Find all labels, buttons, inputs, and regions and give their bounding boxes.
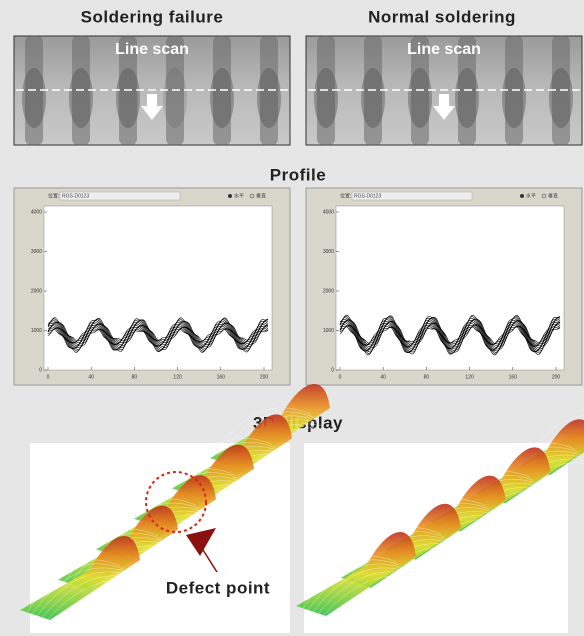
solder-blob: [22, 68, 46, 128]
x-tick-label: 40: [380, 374, 386, 380]
solder-blob: [408, 68, 432, 128]
radio: [520, 194, 524, 198]
solder-blob: [69, 68, 93, 128]
field-text: RGS-D0123: [62, 193, 89, 199]
line-scan-label: Line scan: [407, 41, 481, 58]
figure: Soldering failure Normal soldering Line …: [0, 0, 584, 636]
solder-blob: [549, 68, 573, 128]
radio-label: 水平: [234, 192, 244, 199]
radio-label: 水平: [526, 192, 536, 199]
x-tick-label: 200: [552, 374, 561, 380]
solder-blob: [210, 68, 234, 128]
right-title: Normal soldering: [368, 7, 516, 26]
x-tick-label: 80: [424, 374, 430, 380]
profile-right: 位置:RGS-D0123 水平 垂直 4000 3000 2000 1000 00 40 80 12…: [306, 188, 582, 385]
y-tick-label: 3000: [31, 249, 42, 255]
y-tick-label: 0: [39, 367, 42, 373]
solder-blob: [257, 68, 281, 128]
profile-left: 位置:RGS-D0123 水平 垂直 4000 3000 2000 1000 00 40 80 12…: [14, 188, 290, 385]
y-tick-label: 1000: [323, 328, 334, 334]
solder-blob: [361, 68, 385, 128]
profile-title: Profile: [270, 165, 326, 184]
y-tick-label: 0: [331, 367, 334, 373]
x-tick-label: 0: [47, 374, 50, 380]
x-tick-label: 120: [173, 374, 182, 380]
solder-blob: [314, 68, 338, 128]
solder-blob: [116, 68, 140, 128]
solder-blob: [163, 68, 187, 128]
position-label: 位置:: [48, 192, 59, 199]
radio-label: 垂直: [548, 192, 558, 199]
y-tick-label: 4000: [31, 209, 42, 215]
y-tick-label: 2000: [323, 288, 334, 294]
y-tick-label: 1000: [31, 328, 42, 334]
line-scan-label: Line scan: [115, 41, 189, 58]
x-tick-label: 200: [260, 374, 269, 380]
x-tick-label: 160: [217, 374, 226, 380]
x-tick-label: 120: [465, 374, 474, 380]
x-tick-label: 160: [509, 374, 518, 380]
x-tick-label: 40: [88, 374, 94, 380]
left-title: Soldering failure: [81, 7, 224, 26]
radio: [228, 194, 232, 198]
annotation: Defect point: [166, 578, 270, 597]
solder-blob: [502, 68, 526, 128]
field-text: RGS-D0123: [354, 193, 381, 199]
x-tick-label: 0: [339, 374, 342, 380]
y-tick-label: 2000: [31, 288, 42, 294]
x-tick-label: 80: [132, 374, 138, 380]
y-tick-label: 4000: [323, 209, 334, 215]
radio-label: 垂直: [256, 192, 266, 199]
solder-blob: [455, 68, 479, 128]
y-tick-label: 3000: [323, 249, 334, 255]
position-label: 位置:: [340, 192, 351, 199]
